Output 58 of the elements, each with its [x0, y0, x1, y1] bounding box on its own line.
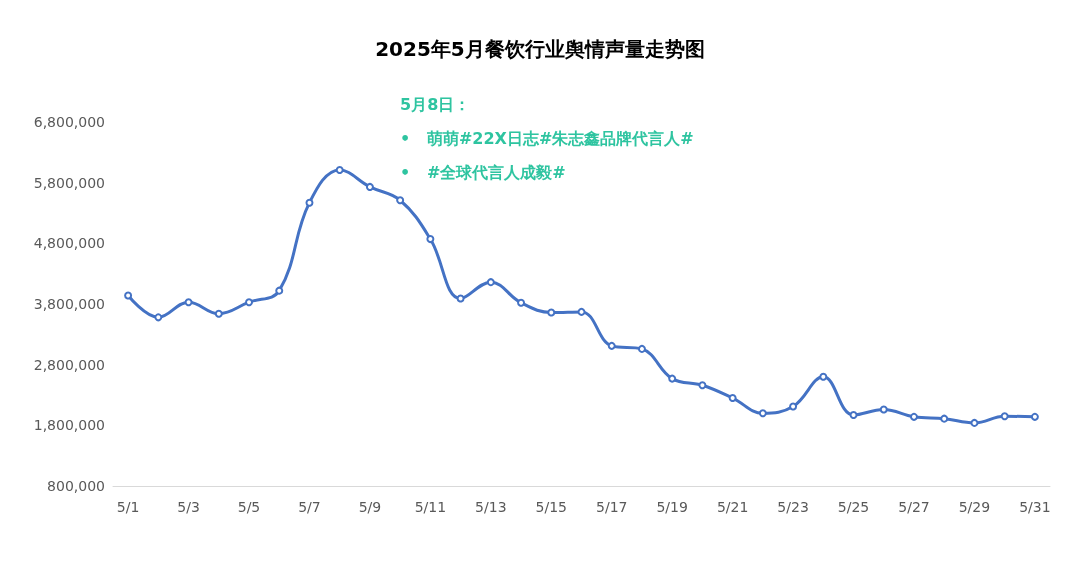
point [305, 198, 314, 207]
x-tick-label: 5/27 [898, 499, 930, 515]
point [517, 298, 526, 307]
x-tick-label: 5/23 [777, 499, 809, 515]
x-tick-label: 5/31 [1019, 499, 1051, 515]
x-tick-label: 5/15 [535, 499, 567, 515]
x-tick-label: 5/17 [596, 499, 628, 515]
y-tick-label: 6,800,000 [33, 114, 105, 130]
point [396, 196, 405, 205]
y-tick-label: 1,800,000 [33, 417, 105, 434]
point [819, 372, 828, 381]
point [486, 278, 495, 287]
annotation: • 萌萌#22X日志#朱志鑫品牌代言人# [400, 128, 694, 148]
point [426, 235, 435, 244]
point [849, 411, 858, 420]
point [1030, 412, 1039, 421]
point [456, 294, 465, 303]
text: 5月8日： [400, 94, 471, 114]
point [879, 405, 888, 414]
point [637, 344, 646, 353]
chart-title: 2025年5月餐饮行业舆情声量走势图 [375, 37, 705, 61]
point [758, 409, 767, 418]
point [275, 286, 284, 295]
point [365, 182, 374, 191]
x-tick-label: 5/21 [716, 499, 749, 515]
point [335, 165, 344, 174]
point [184, 298, 193, 307]
point [124, 291, 133, 300]
point [577, 307, 586, 316]
x-tick-label: 5/1 [116, 499, 140, 515]
x-tick-label: 5/13 [475, 499, 507, 515]
point [1000, 412, 1009, 421]
point [789, 402, 798, 411]
x-tick-label: 5/9 [358, 499, 382, 515]
point [154, 313, 163, 322]
y-tick-label: 5,800,000 [33, 174, 105, 191]
y-tick-label: 800,000 [47, 478, 105, 494]
point [547, 308, 556, 317]
point [728, 394, 737, 403]
point [698, 381, 707, 390]
y-tick-label: 4,800,000 [33, 235, 105, 252]
y-tick-label: 3,800,000 [33, 296, 105, 312]
point [970, 418, 979, 427]
point [214, 309, 223, 318]
x-tick-label: 5/5 [237, 499, 261, 515]
x-tick-label: 5/19 [656, 499, 688, 515]
x-tick-label: 5/25 [837, 499, 870, 515]
x-tick-label: 5/11 [414, 499, 447, 515]
x-tick-label: 5/3 [177, 499, 200, 515]
x-tick-label: 5/7 [298, 499, 321, 515]
point [668, 374, 677, 383]
point [940, 414, 949, 423]
point [607, 341, 616, 350]
annotation: • #全球代言人成毅# [400, 162, 566, 182]
point [909, 412, 918, 421]
y-tick-label: 2,800,000 [33, 356, 105, 373]
x-tick-label: 5/29 [958, 499, 991, 515]
point [245, 298, 254, 307]
